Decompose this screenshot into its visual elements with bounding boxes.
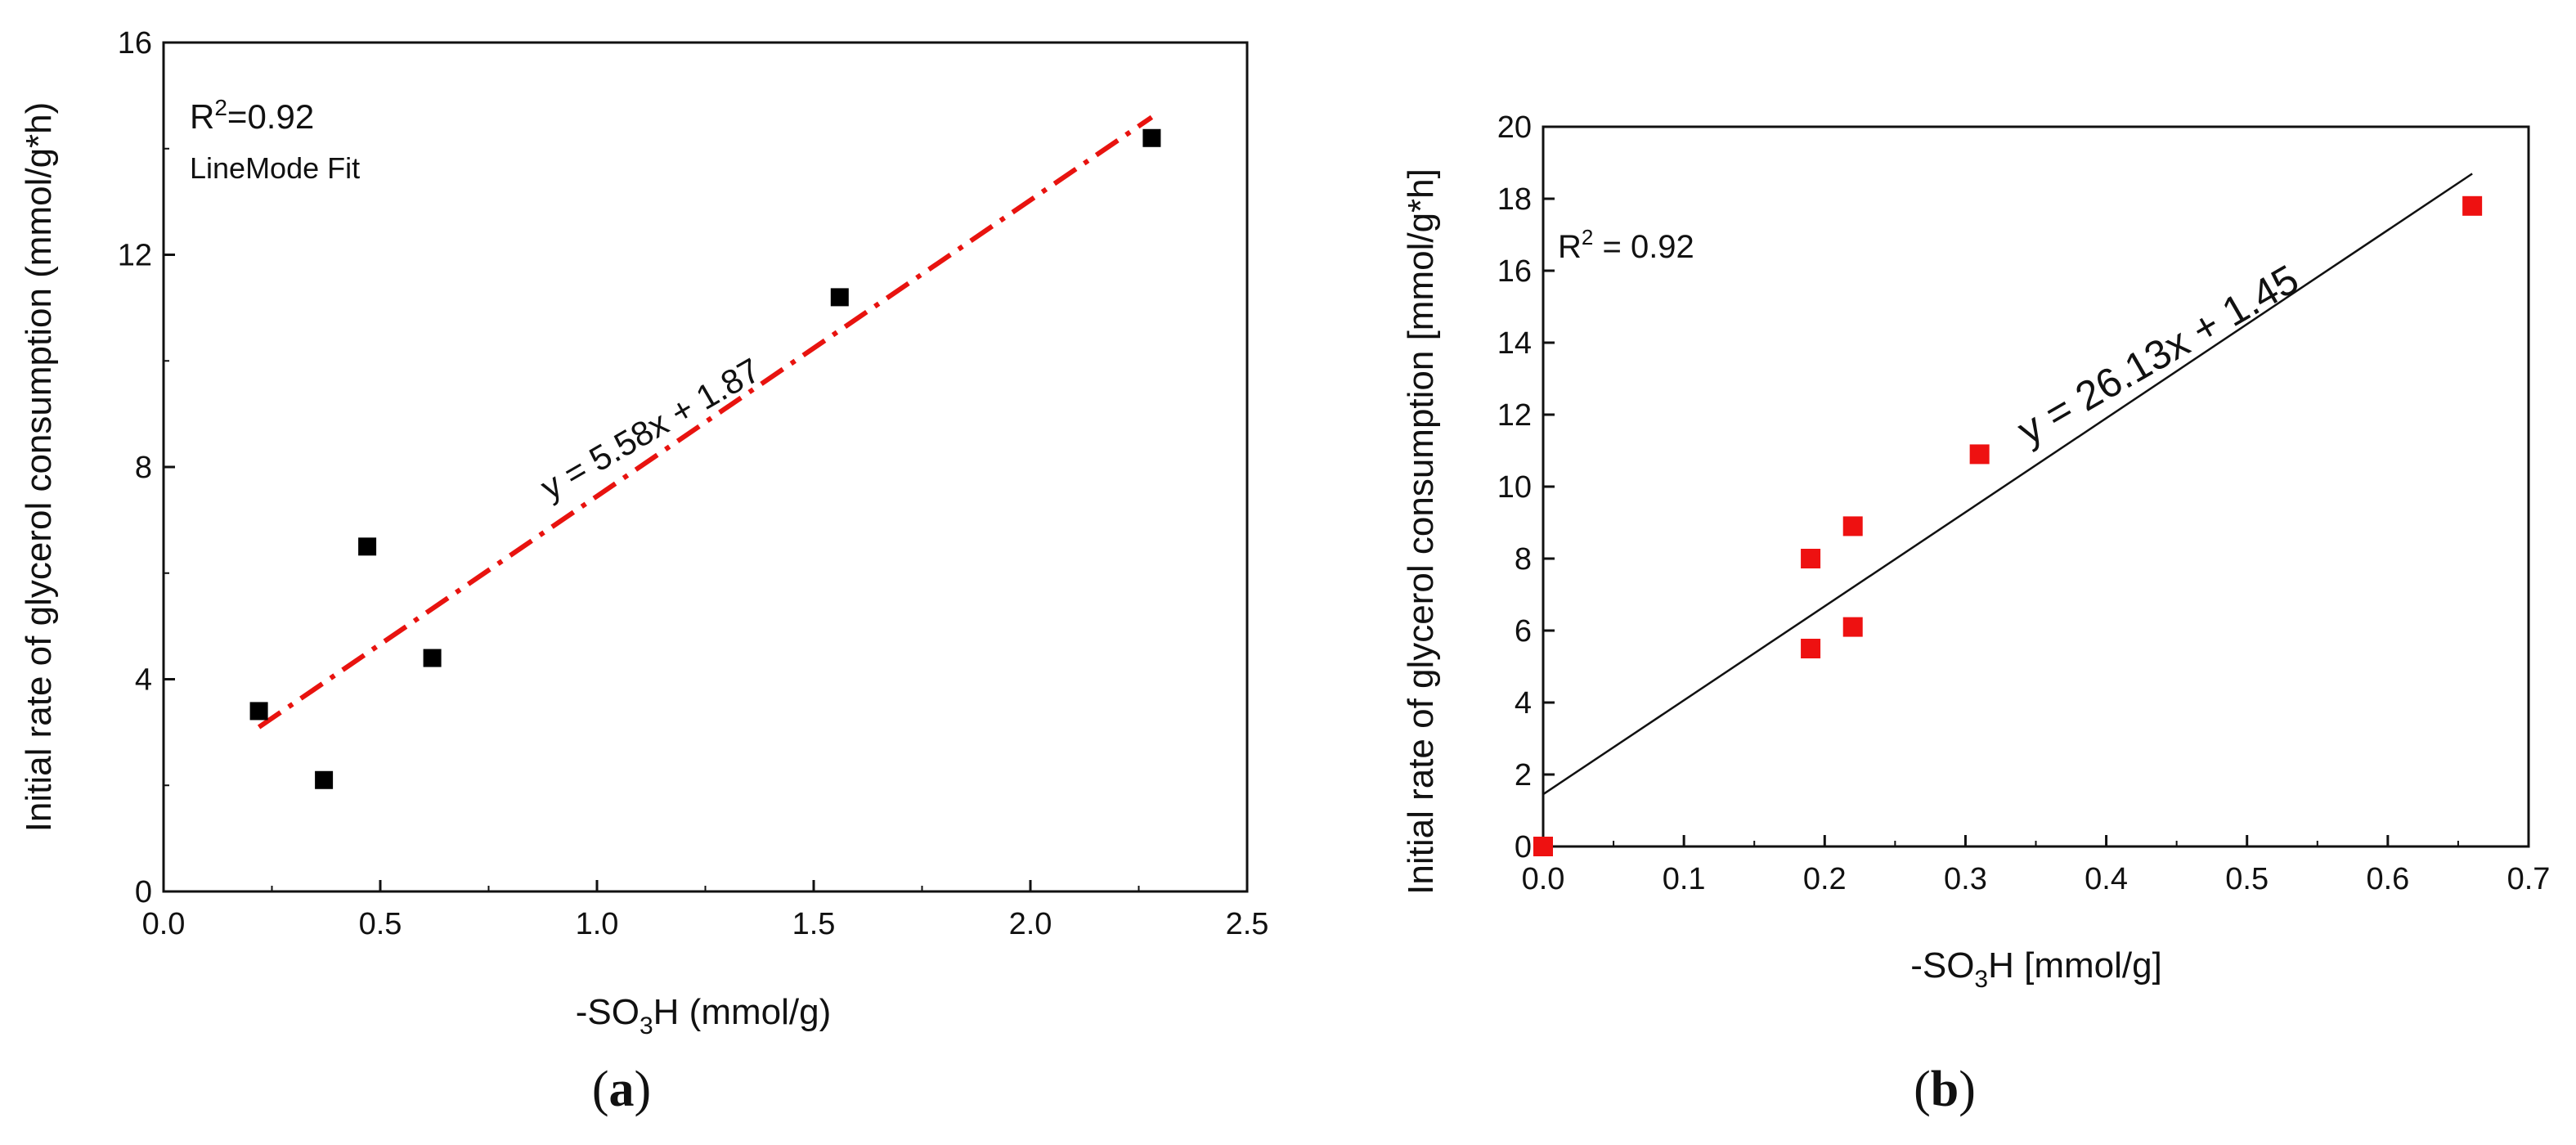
y-tick-label: 16 [118, 26, 152, 61]
x-tick-label: 0.6 [2366, 862, 2409, 896]
y-tick-label: 16 [1497, 254, 1532, 289]
chart-a-plot-frame [162, 41, 1249, 893]
chart-b-r2-label: R2 = 0.92 [1558, 225, 1694, 265]
chart-a-panel-letter: a [609, 1062, 635, 1117]
x-tick-label: 0.1 [1663, 862, 1706, 896]
y-tick-label: 8 [1515, 542, 1532, 577]
y-tick-label: 12 [1497, 398, 1532, 433]
chart-b-fit-line [1542, 173, 2473, 796]
chart-a-panel-open: ( [592, 1062, 609, 1117]
chart-a-panel-label: (a) [592, 1062, 651, 1117]
chart-b-panel-close: ) [1959, 1062, 1976, 1117]
data-point [1533, 837, 1553, 856]
chart-b-panel-open: ( [1914, 1062, 1931, 1117]
chart-a-x-label-prefix: -SO [576, 992, 640, 1032]
chart-a-fit-line [257, 114, 1154, 730]
data-point [2462, 195, 2483, 216]
chart-b-x-label-suffix: H [mmol/g] [1988, 945, 2162, 986]
data-point [1142, 128, 1161, 147]
x-tick-label: 2.0 [1009, 907, 1052, 941]
chart-a-x-axis-label: -SO3H (mmol/g) [576, 992, 831, 1039]
data-point [1969, 444, 1990, 465]
data-point [1842, 617, 1863, 637]
data-point [423, 649, 442, 667]
chart-a: 0 4 8 12 16 0.0 0.5 1.0 1.5 2.0 2.5 R2=0.92 LineM… [19, 26, 1268, 1117]
chart-a-method-label: LineMode Fit [190, 151, 360, 185]
chart-b-panel-label: (b) [1914, 1062, 1976, 1117]
chart-a-r2-rest: =0.92 [227, 97, 314, 136]
chart-a-x-label-sub: 3 [640, 1013, 653, 1039]
chart-b-y-axis-label: Initial rate of glycerol consumption [mm… [1401, 168, 1441, 895]
y-tick-label: 8 [135, 451, 152, 485]
chart-a-y-axis-label: Initial rate of glycerol consumption (mm… [19, 102, 59, 833]
y-tick-label: 2 [1515, 758, 1532, 793]
chart-b-r2-sup: 2 [1582, 225, 1593, 249]
chart-a-r2-base: R [190, 97, 214, 136]
chart-b-y-ticks: 0 2 4 6 8 10 12 14 16 18 20 [1497, 110, 1555, 864]
x-tick-label: 0.5 [2225, 862, 2269, 896]
chart-b-x-axis-label: -SO3H [mmol/g] [1910, 945, 2162, 993]
chart-a-r2-sup: 2 [214, 95, 227, 120]
chart-a-equation: y = 5.58x + 1.87 [534, 350, 766, 506]
y-tick-label: 14 [1497, 326, 1532, 361]
chart-a-x-ticks: 0.0 0.5 1.0 1.5 2.0 2.5 [142, 880, 1269, 941]
chart-a-panel-close: ) [635, 1062, 652, 1117]
data-point [1801, 549, 1821, 568]
chart-b-points [1533, 195, 2483, 856]
chart-b-x-label-prefix: -SO [1910, 945, 1974, 986]
x-tick-label: 1.0 [576, 907, 619, 941]
y-tick-label: 4 [135, 663, 152, 698]
chart-b-plot-frame [1542, 125, 2530, 848]
data-point [358, 537, 377, 556]
chart-b-r2-rest: = 0.92 [1593, 229, 1694, 265]
y-tick-label: 12 [118, 239, 152, 273]
chart-a-points [249, 128, 1161, 789]
x-tick-label: 0.5 [359, 907, 402, 941]
y-tick-label: 4 [1515, 686, 1532, 721]
x-tick-label: 0.4 [2085, 862, 2128, 896]
x-tick-label: 0.7 [2507, 862, 2551, 896]
y-tick-label: 20 [1497, 110, 1532, 145]
y-tick-label: 0 [135, 875, 152, 909]
data-point [830, 288, 849, 307]
data-point [315, 770, 334, 789]
y-tick-label: 10 [1497, 470, 1532, 505]
data-point [1842, 516, 1863, 537]
x-tick-label: 0.0 [142, 907, 186, 941]
chart-b-panel-letter: b [1931, 1062, 1959, 1117]
chart-b-x-label-sub: 3 [1974, 966, 1988, 993]
y-tick-label: 0 [1515, 830, 1532, 864]
chart-a-y-ticks: 0 4 8 12 16 [118, 26, 175, 909]
y-tick-label: 6 [1515, 614, 1532, 649]
chart-b-r2-base: R [1558, 229, 1582, 265]
chart-b-equation: y = 26.13x + 1.45 [2010, 256, 2307, 454]
x-tick-label: 0.0 [1522, 862, 1565, 896]
x-tick-label: 0.2 [1803, 862, 1847, 896]
data-point [1801, 639, 1821, 658]
chart-b-x-ticks: 0.0 0.1 0.2 0.3 0.4 0.5 0.6 0.7 [1522, 835, 2551, 896]
y-tick-label: 18 [1497, 182, 1532, 217]
data-point [249, 702, 268, 721]
x-tick-label: 0.3 [1944, 862, 1987, 896]
x-tick-label: 2.5 [1226, 907, 1269, 941]
x-tick-label: 1.5 [792, 907, 836, 941]
chart-a-x-label-suffix: H (mmol/g) [653, 992, 832, 1032]
chart-a-r2-label: R2=0.92 [190, 95, 314, 136]
